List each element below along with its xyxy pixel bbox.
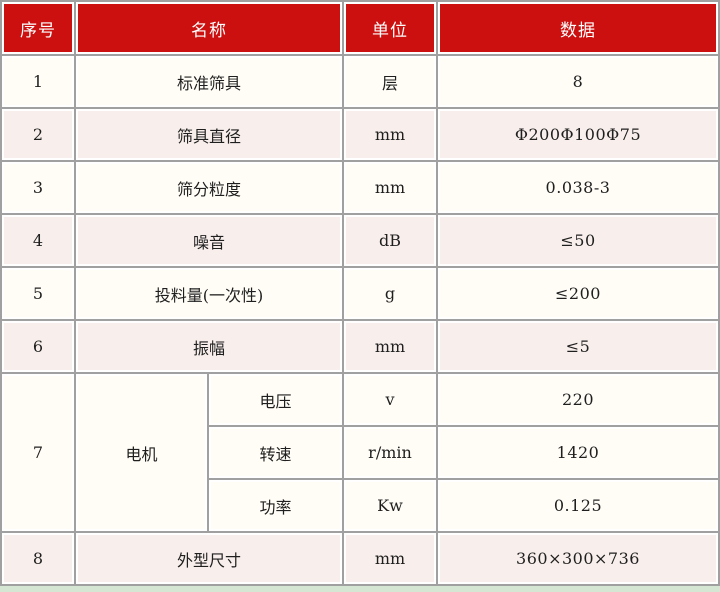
table-row-motor-power: 功率 Kw 0.125 <box>2 480 718 531</box>
cell-unit: mm <box>344 321 436 372</box>
cell-unit: v <box>344 374 436 425</box>
table-row: 3 筛分粒度 mm 0.038-3 <box>2 162 718 213</box>
header-cell-no: 序号 <box>2 2 74 54</box>
cell-no: 2 <box>2 109 74 160</box>
cell-name: 外型尺寸 <box>76 533 342 584</box>
table-row: 2 筛具直径 mm Φ200Φ100Φ75 <box>2 109 718 160</box>
cell-name: 噪音 <box>76 215 342 266</box>
cell-name-motor: 电机 <box>76 374 207 531</box>
cell-no: 1 <box>2 56 74 107</box>
table-row: 8 外型尺寸 mm 360×300×736 <box>2 533 718 584</box>
header-cell-name: 名称 <box>76 2 342 54</box>
cell-unit: mm <box>344 533 436 584</box>
cell-name: 投料量(一次性) <box>76 268 342 319</box>
table-row: 4 噪音 dB ≤50 <box>2 215 718 266</box>
cell-unit: g <box>344 268 436 319</box>
table-row: 5 投料量(一次性) g ≤200 <box>2 268 718 319</box>
cell-value: 220 <box>438 374 718 425</box>
cell-value: Φ200Φ100Φ75 <box>438 109 718 160</box>
cell-unit: dB <box>344 215 436 266</box>
table-row-motor-speed: 转速 r/min 1420 <box>2 427 718 478</box>
table-row: 1 标准筛具 层 8 <box>2 56 718 107</box>
cell-value: 0.125 <box>438 480 718 531</box>
cell-no: 3 <box>2 162 74 213</box>
cell-name: 标准筛具 <box>76 56 342 107</box>
cell-no: 5 <box>2 268 74 319</box>
cell-no: 4 <box>2 215 74 266</box>
cell-unit: mm <box>344 162 436 213</box>
cell-subname: 电压 <box>209 374 342 425</box>
cell-no-motor: 7 <box>2 374 74 531</box>
header-cell-value: 数据 <box>438 2 718 54</box>
cell-unit: Kw <box>344 480 436 531</box>
cell-name: 筛分粒度 <box>76 162 342 213</box>
header-cell-unit: 单位 <box>344 2 436 54</box>
cell-value: 1420 <box>438 427 718 478</box>
cell-value: 0.038-3 <box>438 162 718 213</box>
cell-value: ≤200 <box>438 268 718 319</box>
cell-no: 6 <box>2 321 74 372</box>
cell-value: ≤5 <box>438 321 718 372</box>
cell-value: ≤50 <box>438 215 718 266</box>
cell-name: 筛具直径 <box>76 109 342 160</box>
cell-value: 8 <box>438 56 718 107</box>
cell-no: 8 <box>2 533 74 584</box>
cell-name: 振幅 <box>76 321 342 372</box>
cell-subname: 功率 <box>209 480 342 531</box>
cell-unit: r/min <box>344 427 436 478</box>
table-row: 6 振幅 mm ≤5 <box>2 321 718 372</box>
cell-value: 360×300×736 <box>438 533 718 584</box>
table-row-motor-voltage: 7 电机 电压 v 220 <box>2 374 718 531</box>
cell-unit: 层 <box>344 56 436 107</box>
cell-unit: mm <box>344 109 436 160</box>
table-header-row: 序号 名称 单位 数据 <box>2 2 718 54</box>
cell-subname: 转速 <box>209 427 342 478</box>
